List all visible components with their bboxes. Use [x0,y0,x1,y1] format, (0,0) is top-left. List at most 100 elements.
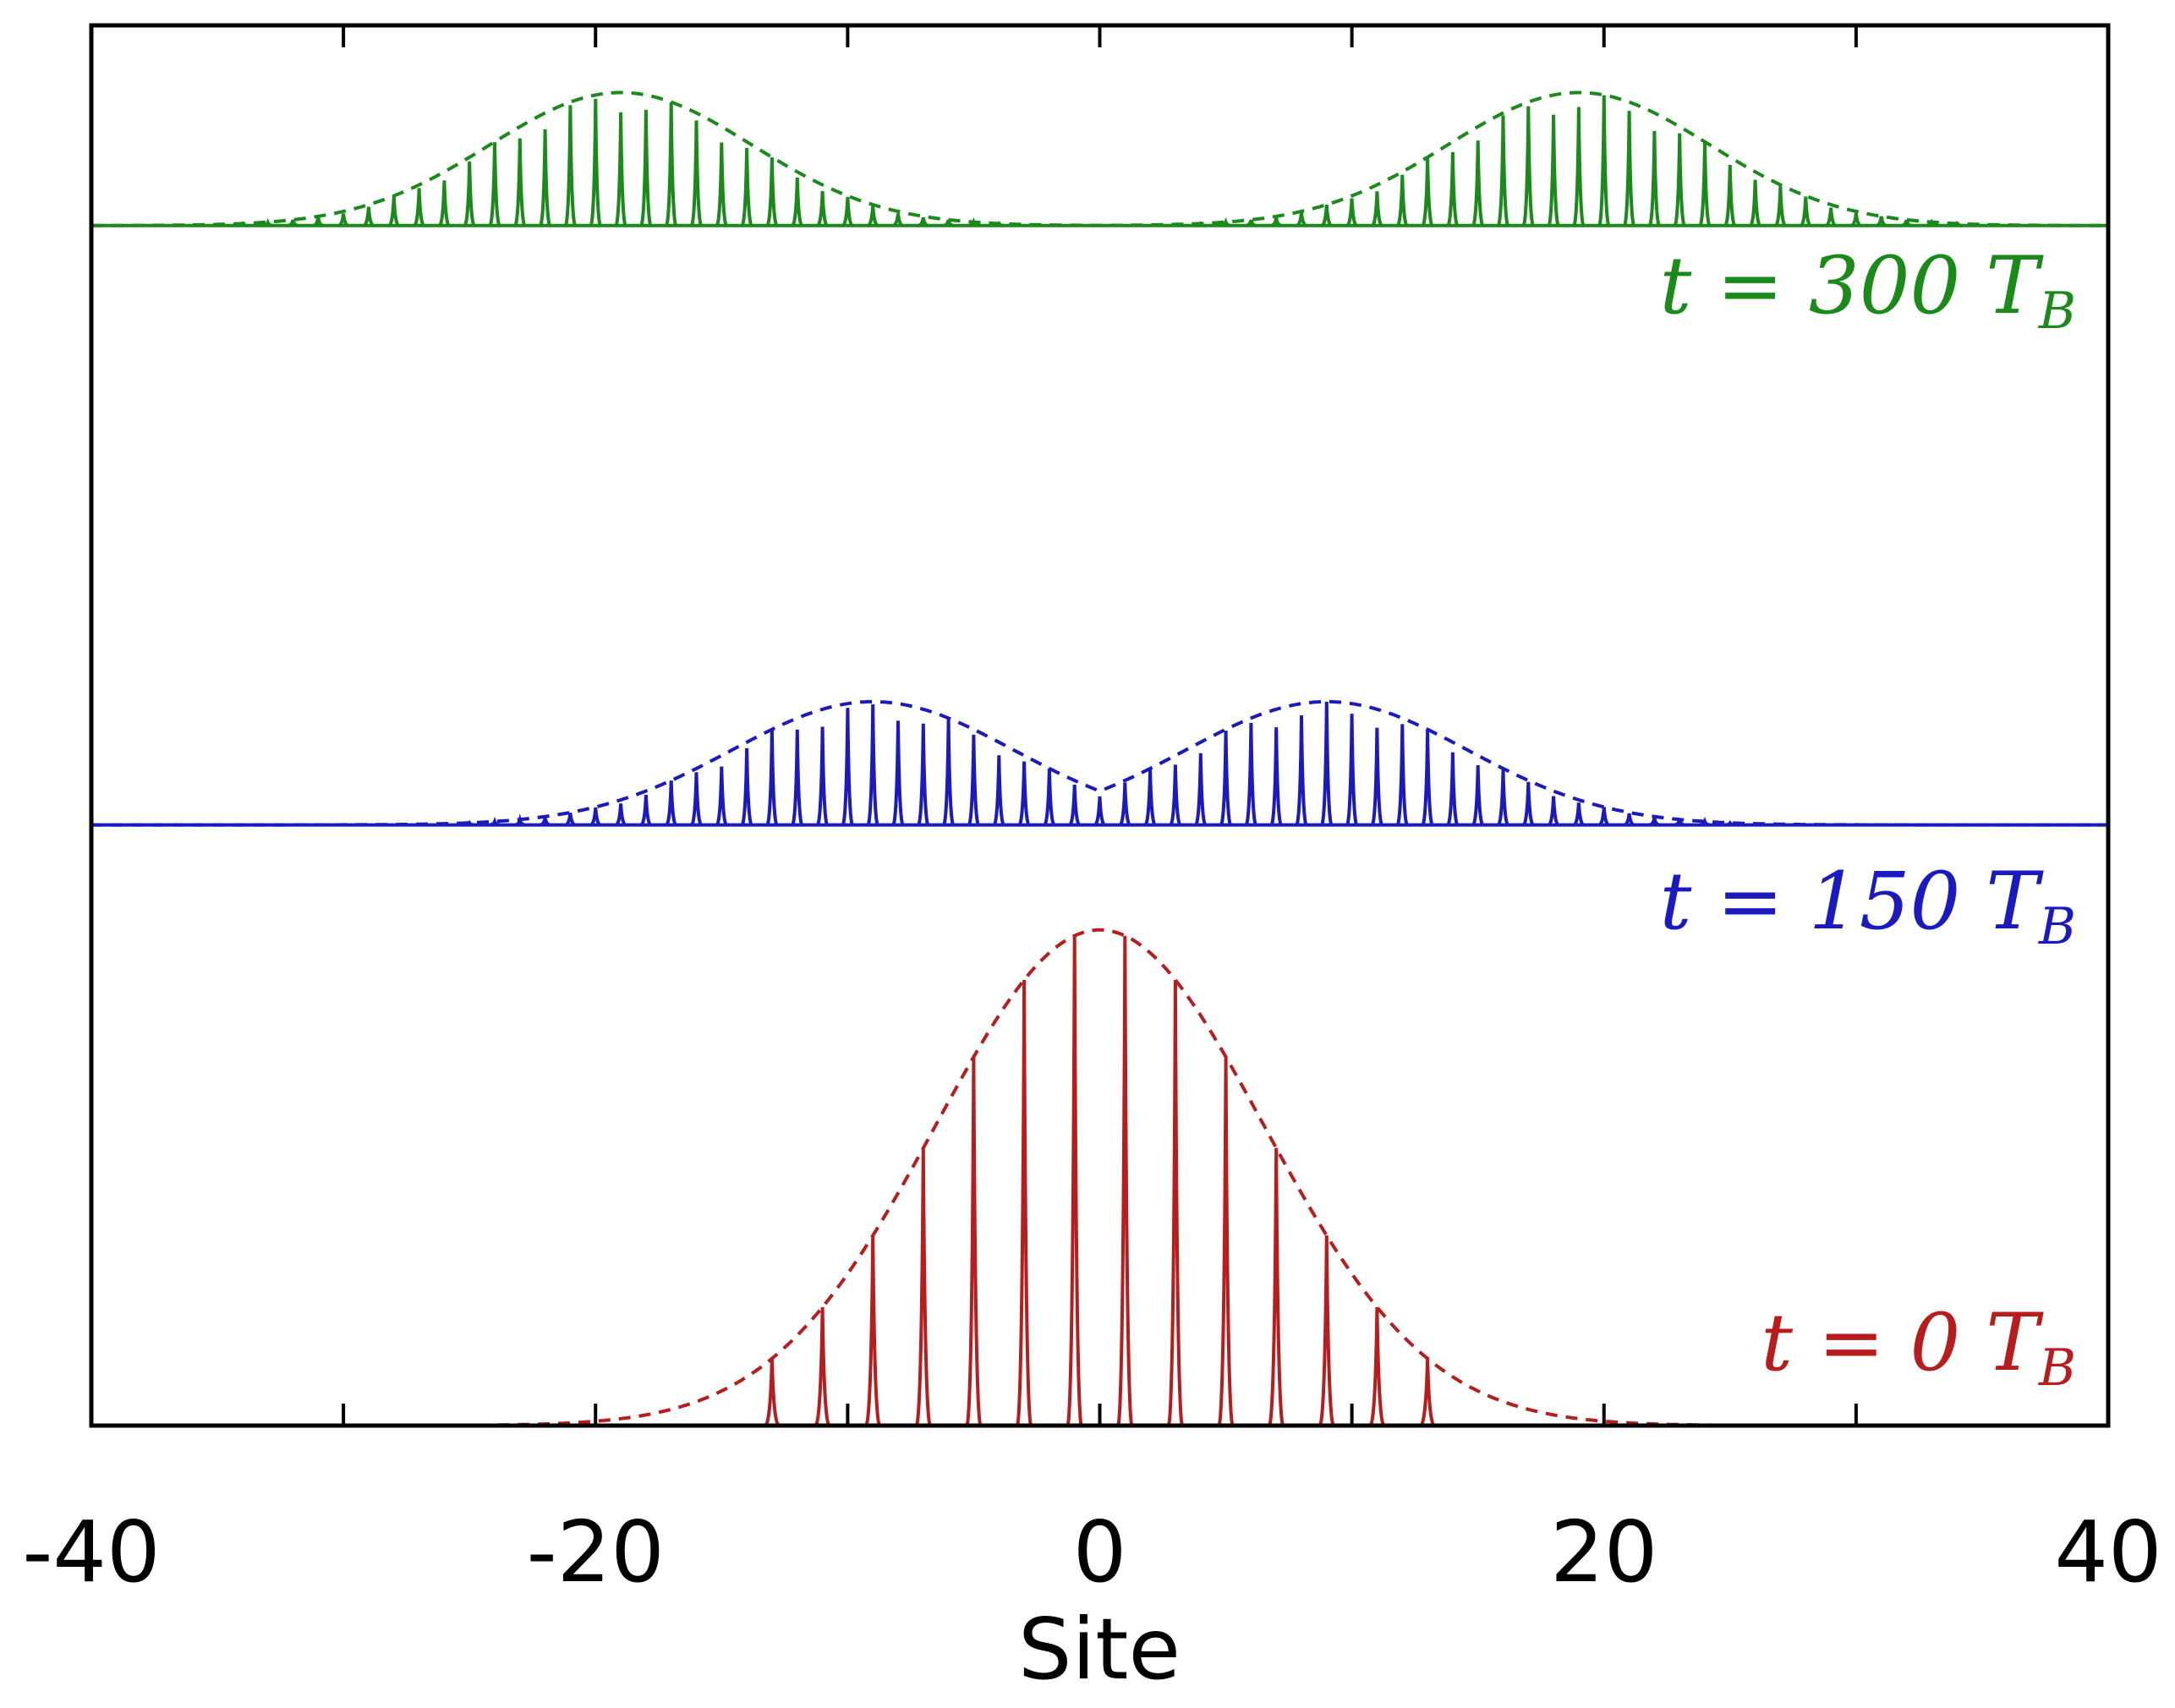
peak-mark [1042,768,1056,827]
peak-mark [1421,730,1434,827]
peak-mark [363,206,375,227]
peak-mark [1015,979,1033,1427]
x-tick-label: -20 [527,1503,665,1601]
peak-mark [740,147,754,227]
peak-mark [413,188,425,227]
peak-mark [540,817,551,827]
peak-mark [715,142,729,227]
peak-mark [563,105,578,227]
peak-mark [488,142,501,227]
peak-mark [965,1056,983,1427]
x-tick-label: 40 [2054,1503,2161,1601]
peak-mark [463,161,477,227]
peak-mark [1244,722,1258,827]
peak-mark [565,813,576,827]
peak-mark [967,734,981,827]
peak-mark [689,772,704,827]
peak-mark [664,102,678,227]
peak-mark [863,1235,882,1427]
peak-mark [1622,111,1636,227]
peak-mark [1647,130,1662,227]
peak-mark [1246,219,1257,227]
peak-mark [1774,186,1787,227]
peak-mark [1220,216,1231,227]
peak-mark [1445,752,1460,827]
peak-mark [740,747,754,827]
peak-mark [941,719,956,827]
peak-mark [1748,179,1762,227]
peak-mark [614,112,627,227]
peak-mark [1321,204,1333,227]
x-tick-label: 0 [1073,1503,1127,1601]
peak-mark [1522,781,1535,827]
peak-mark [790,729,804,827]
peak-mark [916,723,930,827]
peak-mark [538,129,552,227]
series-label-300: t = 300 TB [1660,240,2076,341]
peak-mark [1421,157,1434,227]
peak-mark [313,216,324,227]
peak-mark [1573,802,1585,827]
peak-mark [918,216,929,227]
series-layer [91,90,2108,1427]
peak-mark [1698,141,1712,227]
peak-mark [992,755,1006,827]
peak-mark [464,819,475,827]
peak-mark [764,1358,781,1427]
peak-mark [1548,796,1559,827]
peak-mark [1471,765,1485,827]
peak-mark [841,708,855,827]
peak-mark [816,190,829,227]
peak-mark [1116,935,1134,1427]
peak-mark [1319,701,1334,827]
peak-mark [1093,796,1106,827]
peak-mark [1926,218,1937,227]
peak-mark [814,1306,831,1427]
peak-mark [1270,217,1282,227]
plot-frame [89,23,2111,1428]
peak-mark [1674,819,1685,827]
peak-mark [1318,1235,1336,1427]
peak-mark [1119,782,1131,827]
peak-mark [262,217,273,227]
peak-mark [1597,95,1611,227]
peak-mark [237,221,248,227]
peak-mark [891,720,905,827]
peak-mark [589,98,603,227]
peak-mark [1699,816,1711,827]
peak-mark [589,807,601,827]
peak-mark [914,1147,933,1427]
peak-mark [1295,714,1308,827]
peak-mark [1876,216,1887,227]
peak-mark [1395,174,1410,227]
peak-mark [288,219,299,227]
peak-mark [489,816,501,827]
peak-mark [1496,115,1510,227]
peak-mark [1723,164,1737,227]
peak-mark [1368,1306,1386,1427]
peak-mark [1269,727,1284,827]
peak-mark [1017,761,1031,827]
peak-mark [512,138,527,227]
peak-mark [1649,817,1660,827]
peak-mark [1496,769,1510,827]
peak-mark [1166,979,1185,1427]
peak-mark [615,803,627,827]
peak-mark [1598,807,1610,827]
peak-mark [867,205,879,227]
peak-mark [514,813,525,827]
x-axis-title: Site [1018,1600,1181,1699]
peak-mark [765,157,779,227]
peak-mark [639,795,652,827]
peak-mark [1850,212,1862,227]
peak-mark [1169,764,1182,827]
series-label-150: t = 150 TB [1660,856,2076,956]
peak-mark [1825,207,1837,227]
peak-mark [437,180,452,227]
peak-mark [866,703,880,827]
peak-mark [943,219,954,227]
peak-mark [1345,198,1358,227]
peak-mark [1296,212,1307,227]
peak-mark [1068,785,1081,827]
peak-mark [1952,220,1963,227]
